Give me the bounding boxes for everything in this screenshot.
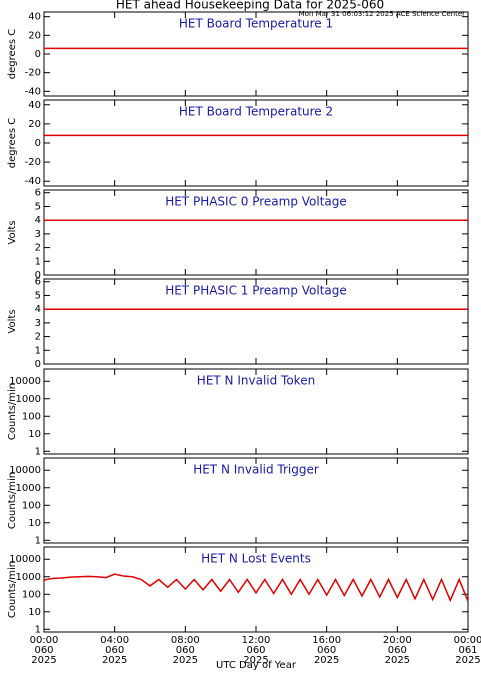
y-tick-label: 2 [35, 332, 41, 343]
y-tick-label: 40 [28, 100, 41, 111]
x-tick-label: 2025 [455, 655, 480, 666]
x-tick-label: 060 [34, 645, 53, 656]
y-axis-label: degrees C [7, 118, 18, 168]
y-tick-label: -20 [25, 157, 41, 168]
x-tick-label: 2025 [31, 655, 56, 666]
y-tick-label: -20 [25, 68, 41, 79]
y-tick-label: 2 [35, 243, 41, 254]
y-tick-label: 1000 [16, 483, 41, 494]
y-tick-label: 100 [22, 589, 41, 600]
y-tick-label: 3 [35, 229, 41, 240]
y-tick-label: 10 [28, 429, 41, 440]
y-tick-label: 1 [35, 256, 41, 267]
x-tick-label: 04:00 [100, 635, 129, 646]
panel-title: HET PHASIC 1 Preamp Voltage [165, 284, 347, 298]
y-tick-label: 20 [28, 30, 41, 41]
y-tick-label: 5 [35, 290, 41, 301]
x-tick-label: 060 [105, 645, 124, 656]
x-tick-label: 060 [317, 645, 336, 656]
x-tick-label: 08:00 [171, 635, 200, 646]
x-tick-label: 00:00 [30, 635, 59, 646]
y-tick-label: 40 [28, 12, 41, 23]
y-tick-label: 1 [35, 624, 41, 635]
x-tick-label: 060 [246, 645, 265, 656]
y-tick-label: 10 [28, 518, 41, 529]
y-tick-label: 1 [35, 446, 41, 457]
x-tick-label: 061 [458, 645, 477, 656]
y-tick-label: 1 [35, 535, 41, 546]
y-tick-label: 4 [35, 215, 41, 226]
y-tick-label: 0 [35, 49, 41, 60]
x-tick-label: 16:00 [312, 635, 341, 646]
data-line [43, 573, 469, 603]
y-axis-label: Counts/min [7, 383, 18, 440]
x-tick-label: 2025 [173, 655, 198, 666]
y-axis-label: Counts/min [7, 472, 18, 529]
y-tick-label: 6 [35, 277, 41, 288]
y-tick-label: 3 [35, 318, 41, 329]
y-axis-label: Counts/min [7, 561, 18, 618]
y-tick-label: 1000 [16, 572, 41, 583]
y-axis-label: Volts [7, 309, 18, 333]
y-tick-label: 0 [35, 138, 41, 149]
x-tick-label: 060 [388, 645, 407, 656]
x-tick-label: 20:00 [383, 635, 412, 646]
y-tick-label: 20 [28, 119, 41, 130]
panel-title: HET PHASIC 0 Preamp Voltage [165, 195, 347, 209]
x-tick-label: 2025 [102, 655, 127, 666]
y-tick-label: -40 [25, 176, 41, 187]
y-tick-label: 100 [22, 500, 41, 511]
x-tick-label: 060 [176, 645, 195, 656]
y-tick-label: 0 [35, 270, 41, 281]
y-tick-label: 1 [35, 345, 41, 356]
y-tick-label: 10000 [9, 554, 41, 565]
x-tick-label: 2025 [243, 655, 268, 666]
y-tick-label: 10000 [9, 465, 41, 476]
panel-title: HET N Invalid Trigger [193, 463, 319, 477]
y-tick-label: 10 [28, 607, 41, 618]
y-axis-label: Volts [7, 220, 18, 244]
x-tick-label: 2025 [385, 655, 410, 666]
x-tick-label: 2025 [314, 655, 339, 666]
panel-title: HET N Invalid Token [197, 374, 315, 388]
y-axis-label: degrees C [7, 29, 18, 79]
panel-title: HET Board Temperature 1 [179, 17, 333, 31]
y-tick-label: 6 [35, 188, 41, 199]
y-tick-label: 100 [22, 411, 41, 422]
y-tick-label: 0 [35, 359, 41, 370]
y-tick-label: 1000 [16, 394, 41, 405]
x-tick-label: 12:00 [242, 635, 271, 646]
y-tick-label: 4 [35, 304, 41, 315]
x-axis-label: UTC Day of Year [216, 660, 297, 671]
chart-subtitle: Mon Mar 31 06:03:12 2025 ACE Science Cen… [299, 10, 465, 18]
x-tick-label: 00:00 [454, 635, 481, 646]
panel-title: HET Board Temperature 2 [179, 105, 333, 119]
y-tick-label: -40 [25, 86, 41, 97]
panel-title: HET N Lost Events [201, 552, 311, 566]
y-tick-label: 10000 [9, 376, 41, 387]
chart-title: HET ahead Housekeeping Data for 2025-060 [116, 0, 384, 12]
y-tick-label: 5 [35, 201, 41, 212]
